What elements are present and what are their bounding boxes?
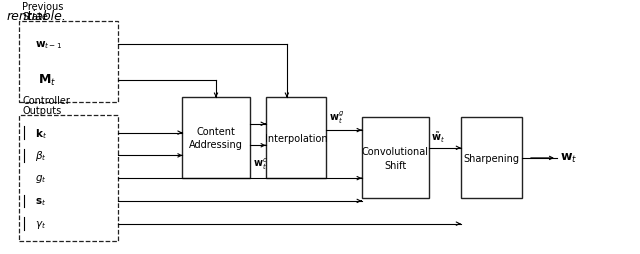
Text: $\mathbf{w}_t$: $\mathbf{w}_t$ xyxy=(560,152,577,165)
Text: $\mathbf{k}_t$: $\mathbf{k}_t$ xyxy=(35,126,47,140)
Text: $\mathbf{w}_{t-1}$: $\mathbf{w}_{t-1}$ xyxy=(35,39,63,51)
Bar xyxy=(461,118,522,199)
Text: $\beta_t$: $\beta_t$ xyxy=(35,149,47,163)
Text: Convolutional
Shift: Convolutional Shift xyxy=(362,147,429,170)
Text: rentiable.: rentiable. xyxy=(6,10,67,23)
Text: Content
Addressing: Content Addressing xyxy=(189,126,243,150)
Bar xyxy=(182,98,250,179)
Bar xyxy=(19,116,118,241)
Text: $\mathbf{M}_t$: $\mathbf{M}_t$ xyxy=(38,73,57,88)
Text: Controller: Controller xyxy=(22,96,70,105)
Text: $\mathbf{w}_t^g$: $\mathbf{w}_t^g$ xyxy=(329,109,344,125)
Text: $g_t$: $g_t$ xyxy=(35,172,47,184)
Text: $\gamma_t$: $\gamma_t$ xyxy=(35,218,47,230)
Text: $\mathbf{w}_t^c$: $\mathbf{w}_t^c$ xyxy=(253,156,268,171)
Text: $\tilde{\mathbf{w}}_t$: $\tilde{\mathbf{w}}_t$ xyxy=(431,130,445,145)
Bar xyxy=(266,98,326,179)
Text: Outputs: Outputs xyxy=(22,105,61,116)
Text: $\mathbf{s}_t$: $\mathbf{s}_t$ xyxy=(35,195,47,207)
Bar xyxy=(19,22,118,103)
Text: State: State xyxy=(22,12,48,22)
Text: Interpolation: Interpolation xyxy=(265,133,327,143)
Text: Previous: Previous xyxy=(22,2,64,12)
Text: Sharpening: Sharpening xyxy=(463,153,519,163)
Bar xyxy=(362,118,429,199)
